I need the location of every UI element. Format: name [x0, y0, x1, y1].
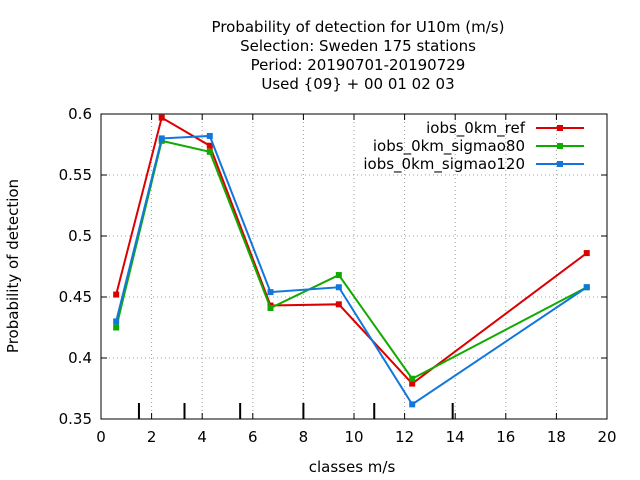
legend-marker	[557, 125, 563, 131]
y-tick-label: 0.6	[68, 105, 92, 123]
x-tick-label: 0	[96, 428, 106, 446]
data-point	[583, 284, 590, 291]
series-line	[115, 134, 588, 406]
x-tick-label: 10	[344, 428, 363, 446]
data-point	[335, 284, 342, 291]
data-point	[206, 148, 213, 155]
data-point	[158, 114, 165, 121]
y-tick-label: 0.4	[68, 349, 92, 367]
data-point	[206, 132, 213, 139]
title-line-2: Selection: Sweden 175 stations	[240, 37, 476, 55]
data-point	[267, 289, 274, 296]
y-tick-label: 0.35	[59, 410, 92, 428]
chart-title: Probability of detection for U10m (m/s) …	[212, 18, 505, 93]
x-axis-label: classes m/s	[309, 458, 396, 476]
data-point	[335, 272, 342, 279]
x-tick-label: 6	[248, 428, 258, 446]
series-group	[113, 114, 590, 408]
x-tick-label: 4	[197, 428, 207, 446]
x-tick-label: 16	[496, 428, 515, 446]
y-tick-label: 0.5	[68, 227, 92, 245]
x-tick-label: 20	[597, 428, 616, 446]
data-point	[206, 142, 213, 149]
legend-label: iobs_0km_sigmao120	[363, 155, 525, 174]
legend-label: iobs_0km_sigmao80	[373, 137, 525, 156]
grid	[101, 114, 607, 419]
x-tick-label: 2	[147, 428, 157, 446]
data-point	[409, 375, 416, 382]
data-point	[158, 135, 165, 142]
data-point	[267, 304, 274, 311]
x-tick-label: 8	[299, 428, 309, 446]
data-point	[113, 318, 120, 325]
series-iobs_0km_sigmao120	[113, 132, 590, 408]
y-tick-label: 0.45	[59, 288, 92, 306]
data-point	[335, 301, 342, 308]
x-tick-label: 18	[547, 428, 566, 446]
y-axis-label: Probability of detection	[4, 179, 22, 353]
x-tick-label: 14	[446, 428, 465, 446]
title-line-3: Period: 20190701-20190729	[251, 56, 466, 74]
data-point	[409, 401, 416, 408]
data-point	[113, 291, 120, 298]
y-tick-label: 0.55	[59, 166, 92, 184]
legend-marker	[557, 161, 563, 167]
title-line-1: Probability of detection for U10m (m/s)	[212, 18, 505, 36]
class-boundaries	[137, 403, 454, 419]
data-point	[583, 250, 590, 257]
series-line	[115, 139, 588, 381]
axis-ticks: 0 2 4 6 8 10 12 14 16 18 20 0.35 0.4 0.45 0.5 0.55 0.6	[59, 105, 617, 446]
legend-label: iobs_0km_ref	[426, 119, 526, 138]
legend: iobs_0km_refiobs_0km_sigmao80iobs_0km_si…	[363, 119, 584, 174]
x-tick-label: 12	[395, 428, 414, 446]
data-point	[113, 324, 120, 331]
title-line-4: Used {09} + 00 01 02 03	[261, 75, 454, 93]
data-point	[409, 380, 416, 387]
legend-marker	[557, 143, 563, 149]
series-iobs_0km_sigmao80	[113, 137, 590, 382]
